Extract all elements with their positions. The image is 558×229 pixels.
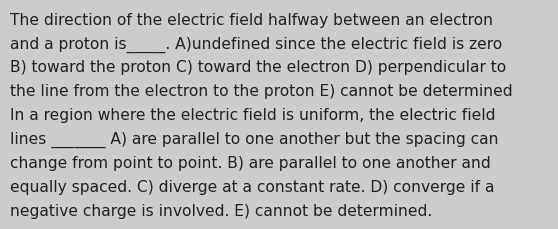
Text: lines _______ A) are parallel to one another but the spacing can: lines _______ A) are parallel to one ano… bbox=[10, 132, 498, 148]
Text: and a proton is_____. A)undefined since the electric field is zero: and a proton is_____. A)undefined since … bbox=[10, 36, 502, 52]
Text: change from point to point. B) are parallel to one another and: change from point to point. B) are paral… bbox=[10, 155, 491, 170]
Text: In a region where the electric field is uniform, the electric field: In a region where the electric field is … bbox=[10, 108, 496, 123]
Text: the line from the electron to the proton E) cannot be determined: the line from the electron to the proton… bbox=[10, 84, 513, 99]
Text: B) toward the proton C) toward the electron D) perpendicular to: B) toward the proton C) toward the elect… bbox=[10, 60, 506, 75]
Text: The direction of the electric field halfway between an electron: The direction of the electric field half… bbox=[10, 13, 493, 27]
Text: negative charge is involved. E) cannot be determined.: negative charge is involved. E) cannot b… bbox=[10, 203, 432, 218]
Text: equally spaced. C) diverge at a constant rate. D) converge if a: equally spaced. C) diverge at a constant… bbox=[10, 179, 494, 194]
